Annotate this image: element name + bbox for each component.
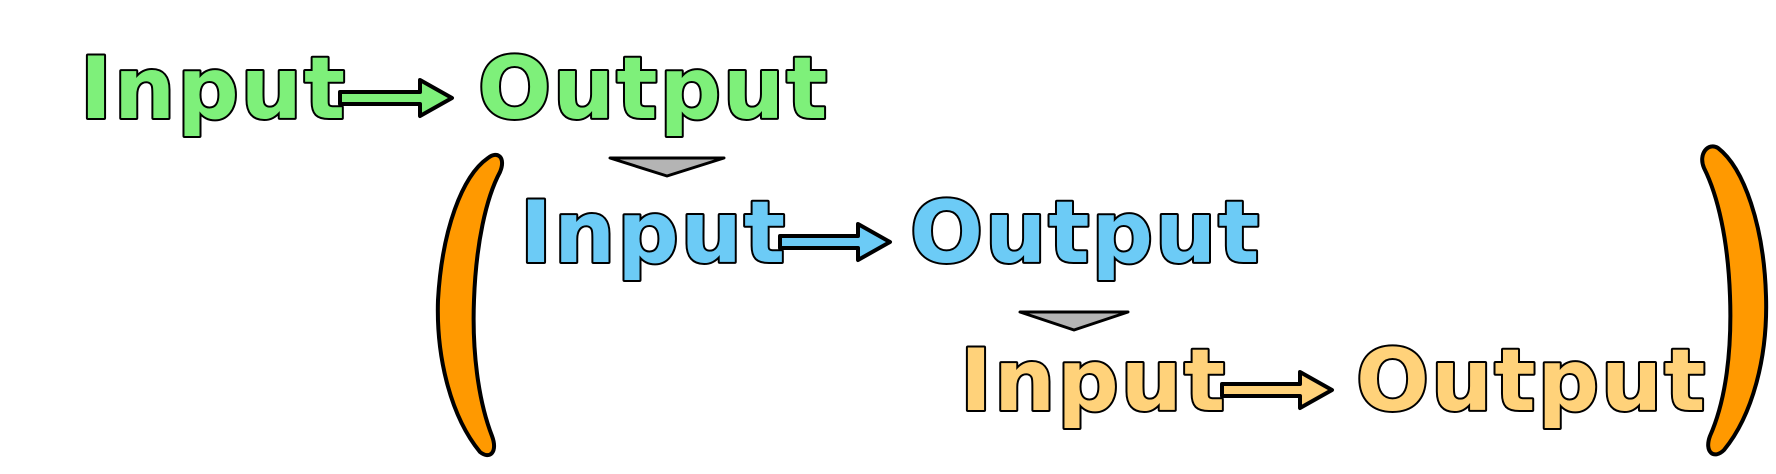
left-bracket [435,152,505,458]
row-1-output-label: Output [478,39,829,139]
row-3-output-label: Output [1356,331,1707,431]
row-1: Input Output [78,37,829,141]
row-2-arrow-icon [778,222,892,262]
row-3-input-label: Input [960,331,1227,431]
right-bracket [1700,144,1769,457]
connector-triangle-2 [1018,310,1130,332]
row-2-output-label: Output [910,183,1261,283]
connector-triangle-1 [608,156,726,178]
row-2: Input Output [518,181,1261,285]
row-2-input-label: Input [520,183,787,283]
row-3-arrow-icon [1220,370,1334,410]
row-1-input-label: Input [80,39,347,139]
row-1-arrow-icon [338,78,454,118]
row-3: Input Output [958,329,1707,433]
